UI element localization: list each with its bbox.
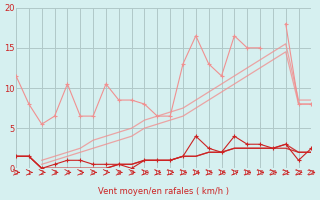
X-axis label: Vent moyen/en rafales ( km/h ): Vent moyen/en rafales ( km/h )	[98, 187, 229, 196]
